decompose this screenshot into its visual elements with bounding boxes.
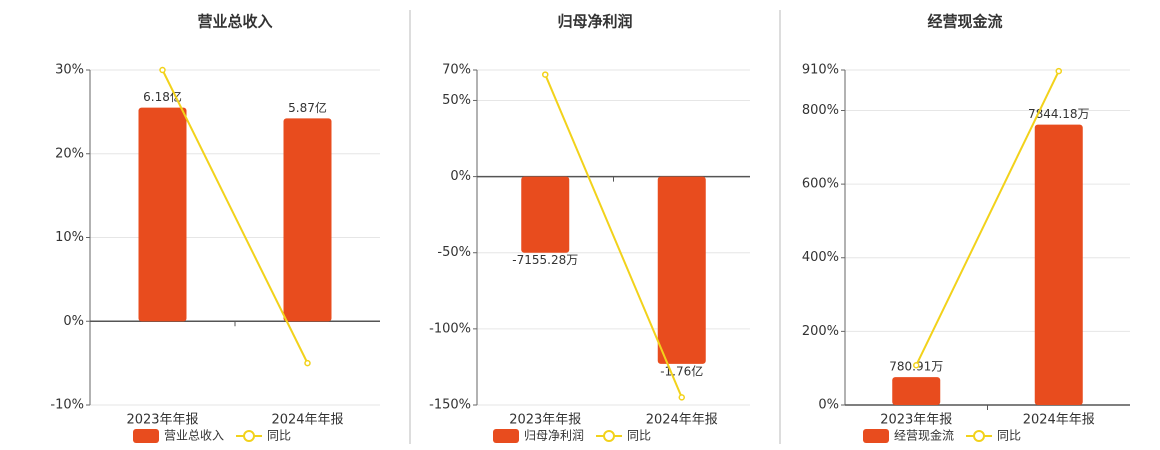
legend-label: 同比 <box>627 429 651 443</box>
value-label: 6.18亿 <box>143 89 182 104</box>
x-tick-label: 2023年年报 <box>880 413 952 428</box>
value-label: 7844.18万 <box>1028 107 1090 121</box>
y-tick-label: 200% <box>802 324 839 339</box>
point <box>1055 67 1062 75</box>
x-tick-label: 2023年年报 <box>126 413 198 428</box>
bar <box>1034 124 1083 405</box>
point <box>542 71 549 78</box>
y-tick-label: -100% <box>429 321 471 336</box>
y-tick-label: 30% <box>55 63 84 78</box>
y-tick-label: 70% <box>442 63 471 78</box>
value-label: -7155.28万 <box>512 253 578 267</box>
legend-label: 营业总收入 <box>164 429 224 443</box>
bar <box>138 107 187 322</box>
chart-title: 经营现金流 <box>927 13 1002 31</box>
y-tick-label: 800% <box>802 103 839 118</box>
legend-icon <box>603 430 616 442</box>
chart-title: 归母净利润 <box>557 13 632 31</box>
y-tick-label: 0% <box>818 398 839 413</box>
y-tick-label: 910% <box>802 63 839 78</box>
line <box>161 69 309 364</box>
y-tick-label: -10% <box>50 398 84 413</box>
y-tick-label: 20% <box>55 146 84 161</box>
point <box>913 361 920 369</box>
chart-title: 营业总收入 <box>197 13 272 31</box>
legend-label: 同比 <box>267 429 291 443</box>
point <box>678 394 685 401</box>
legend-icon <box>493 429 519 443</box>
legend-label: 归母净利润 <box>524 429 584 443</box>
legend-label: 同比 <box>997 429 1021 443</box>
bar <box>521 176 570 253</box>
legend-icon <box>973 430 986 442</box>
x-tick-label: 2024年年报 <box>646 413 718 428</box>
legend-label: 经营现金流 <box>894 428 954 443</box>
y-tick-label: -50% <box>437 245 471 260</box>
value-label: -1.76亿 <box>660 363 703 378</box>
x-tick-label: 2024年年报 <box>1023 413 1095 428</box>
legend-icon <box>133 429 159 443</box>
legend-icon <box>243 430 256 442</box>
point <box>159 66 166 74</box>
y-tick-label: 50% <box>442 93 471 108</box>
x-tick-label: 2023年年报 <box>509 413 581 428</box>
y-tick-label: 0% <box>63 314 84 329</box>
x-tick-label: 2024年年报 <box>271 413 343 428</box>
y-tick-label: 600% <box>802 177 839 192</box>
y-tick-label: 10% <box>55 230 84 245</box>
bar <box>283 118 332 322</box>
bar <box>657 176 706 364</box>
y-tick-label: -150% <box>429 398 471 413</box>
bar <box>892 377 941 405</box>
value-label: 5.87亿 <box>288 100 327 115</box>
y-tick-label: 0% <box>450 169 471 184</box>
legend-icon <box>863 429 889 443</box>
point <box>304 359 311 367</box>
y-tick-label: 400% <box>802 250 839 265</box>
line <box>544 74 683 398</box>
line <box>915 70 1060 366</box>
